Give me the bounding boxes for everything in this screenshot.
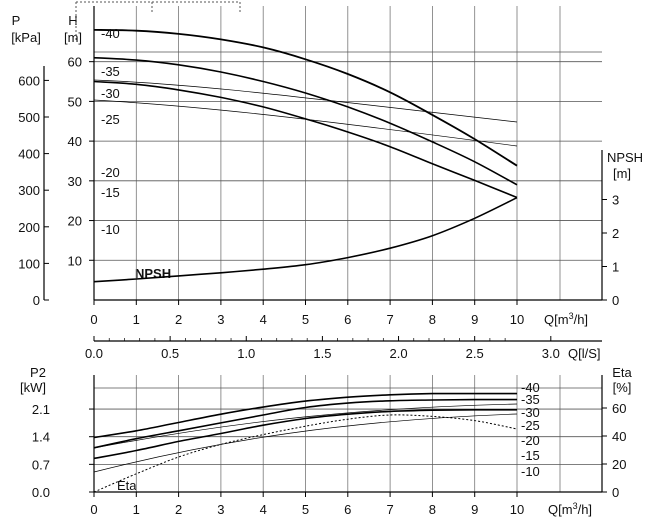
npsh-axis-title: NPSH [607, 150, 643, 165]
top-q-tick-label: 6 [344, 312, 351, 327]
bottom-q-tick-label: 5 [302, 502, 309, 517]
eta-curve-label: Eta [117, 478, 137, 493]
lps-tick-label: 0.0 [85, 346, 103, 361]
eta-axis-unit: [%] [613, 380, 632, 395]
top-q-tick-label: 7 [386, 312, 393, 327]
bottom-q-tick-label: 2 [175, 502, 182, 517]
lps-axis-label: Q[l/S] [568, 346, 601, 361]
top-speed-label: -10 [101, 222, 120, 237]
top-speed-label: -15 [101, 185, 120, 200]
kpa-tick-label: 300 [18, 183, 40, 198]
h-tick-label: 40 [68, 134, 82, 149]
power-curve-thin [93, 413, 518, 473]
power-curve [93, 392, 517, 439]
bottom-q-tick-label: 10 [510, 502, 524, 517]
bottom-speed-label: -30 [521, 405, 540, 420]
npsh-curve [93, 196, 518, 283]
h-axis-title: H [68, 13, 77, 28]
bottom-q-tick-label: 0 [90, 502, 97, 517]
lps-tick-label: 0.5 [161, 346, 179, 361]
head-curve [93, 56, 518, 186]
npsh-axis-unit: [m] [613, 166, 631, 181]
bottom-speed-label: -35 [521, 392, 540, 407]
bottom-q-tick-label: 1 [133, 502, 140, 517]
head-curve [93, 80, 518, 199]
power-curve [93, 408, 517, 460]
npsh-tick-label: 3 [612, 193, 619, 208]
h-axis-unit: [m] [64, 30, 82, 45]
eta-tick-label: 20 [612, 457, 626, 472]
bottom-q-tick-label: 9 [471, 502, 478, 517]
power-curve-thin [93, 403, 518, 449]
top-q-tick-label: 4 [260, 312, 267, 327]
bottom-q-tick-label: 6 [344, 502, 351, 517]
h-tick-label: 50 [68, 94, 82, 109]
bottom-q-tick-label: 8 [429, 502, 436, 517]
p2-tick-label: 2.1 [32, 402, 50, 417]
npsh-tick-label: 1 [612, 260, 619, 275]
p2-tick-label: 1.4 [32, 430, 50, 445]
top-q-tick-label: 2 [175, 312, 182, 327]
p2-tick-label: 0.0 [32, 485, 50, 500]
top-q-tick-label: 5 [302, 312, 309, 327]
bottom-speed-label: -15 [521, 448, 540, 463]
top-q-tick-label: 8 [429, 312, 436, 327]
lps-tick-label: 2.5 [466, 346, 484, 361]
p2-axis-unit: [kW] [20, 380, 46, 395]
npsh-tick-label: 0 [612, 293, 619, 308]
bottom-speed-label: -25 [521, 418, 540, 433]
p2-axis-title: P2 [30, 365, 46, 380]
power-curve [93, 398, 518, 449]
top-speed-label: -30 [101, 86, 120, 101]
top-speed-label: -20 [101, 165, 120, 180]
top-q-tick-label: 3 [217, 312, 224, 327]
top-x-axis-label: Q[m3/h] [544, 311, 588, 327]
kpa-tick-label: 600 [18, 73, 40, 88]
bottom-q-tick-label: 3 [217, 502, 224, 517]
bottom-speed-label: -10 [521, 464, 540, 479]
npsh-tick-label: 2 [612, 226, 619, 241]
top-q-tick-label: 10 [510, 312, 524, 327]
top-q-tick-label: 9 [471, 312, 478, 327]
kpa-tick-label: 200 [18, 220, 40, 235]
head-curve [93, 29, 518, 167]
kpa-tick-label: 0 [33, 293, 40, 308]
h-tick-label: 60 [68, 55, 82, 70]
top-q-tick-label: 1 [133, 312, 140, 327]
top-speed-label: -40 [101, 26, 120, 41]
eta-axis-title: Eta [612, 365, 632, 380]
bottom-x-axis-label: Q[m3/h] [548, 501, 592, 517]
kpa-tick-label: 100 [18, 256, 40, 271]
p-axis-title: P [12, 13, 21, 28]
p-axis-unit: [kPa] [11, 30, 41, 45]
h-tick-label: 30 [68, 174, 82, 189]
lps-tick-label: 1.5 [313, 346, 331, 361]
lps-tick-label: 1.0 [237, 346, 255, 361]
lps-tick-label: 3.0 [542, 346, 560, 361]
eta-tick-label: 60 [612, 401, 626, 416]
kpa-tick-label: 500 [18, 110, 40, 125]
h-tick-label: 10 [68, 253, 82, 268]
top-speed-label: -35 [101, 64, 120, 79]
lps-tick-label: 2.0 [389, 346, 407, 361]
top-q-tick-label: 0 [90, 312, 97, 327]
eta-tick-label: 40 [612, 429, 626, 444]
bottom-speed-label: -40 [521, 380, 540, 395]
kpa-tick-label: 400 [18, 147, 40, 162]
head-curve-thin [93, 99, 518, 147]
head-curve-thin [93, 79, 518, 123]
bottom-q-tick-label: 4 [260, 502, 267, 517]
bottom-q-tick-label: 7 [386, 502, 393, 517]
h-tick-label: 20 [68, 214, 82, 229]
eta-tick-label: 0 [612, 485, 619, 500]
top-speed-label: -25 [101, 112, 120, 127]
bottom-speed-label: -20 [521, 433, 540, 448]
p2-tick-label: 0.7 [32, 457, 50, 472]
